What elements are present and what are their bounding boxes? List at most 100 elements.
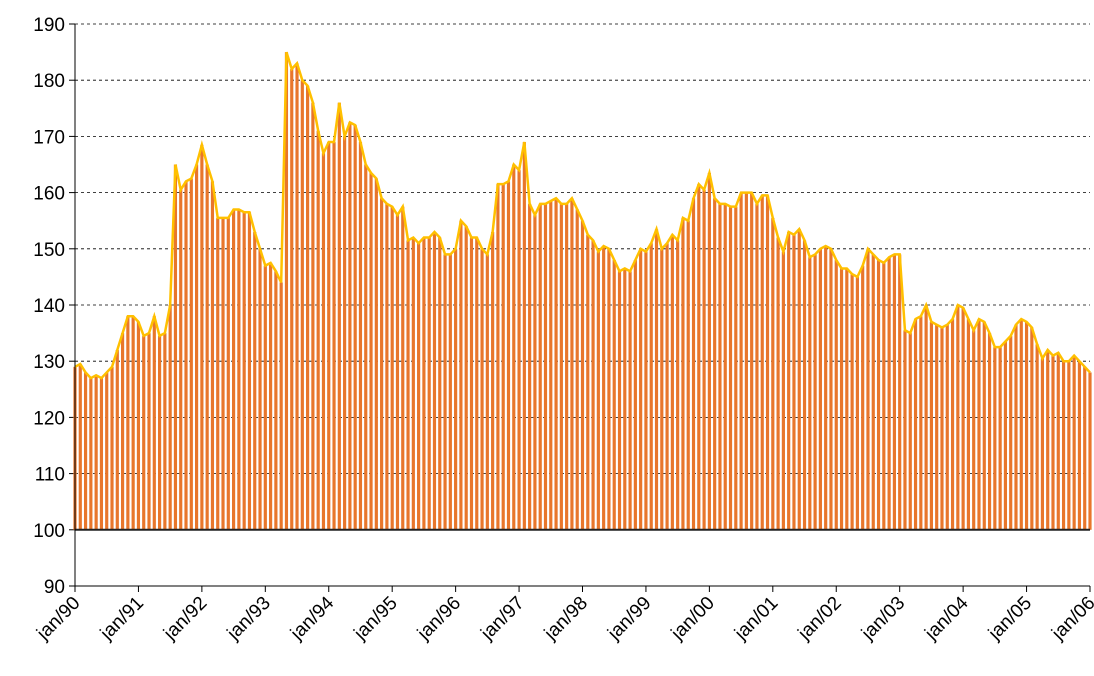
bar <box>945 324 949 530</box>
bar <box>1061 361 1066 530</box>
bar <box>808 257 812 530</box>
bar <box>120 333 125 530</box>
bar <box>1030 327 1034 530</box>
bar <box>105 372 109 530</box>
bar <box>586 234 590 530</box>
bar <box>797 229 801 530</box>
bar <box>290 68 294 530</box>
bar <box>269 262 273 530</box>
x-tick-label: jan/95 <box>350 593 402 645</box>
bar <box>1019 319 1023 530</box>
bar <box>136 321 141 530</box>
bar <box>337 102 341 530</box>
bar <box>802 240 807 530</box>
bar <box>501 184 505 530</box>
bar <box>855 276 859 530</box>
bar <box>1046 349 1050 530</box>
bar <box>929 321 933 530</box>
bar <box>147 333 151 530</box>
bar <box>617 271 622 530</box>
bar <box>173 164 178 530</box>
bar <box>237 209 241 530</box>
line <box>74 51 1091 380</box>
x-tick-label: jan/04 <box>920 592 972 644</box>
bar <box>179 189 183 530</box>
bar <box>152 316 156 530</box>
bar <box>607 248 611 530</box>
bar <box>469 237 474 530</box>
bar <box>321 153 326 530</box>
bar <box>739 192 743 530</box>
bar <box>184 181 188 530</box>
bar <box>327 142 331 530</box>
bar <box>395 215 400 530</box>
bar <box>94 375 98 530</box>
bar <box>380 198 384 530</box>
bar <box>538 203 542 530</box>
bar <box>454 248 458 530</box>
bar <box>506 181 511 530</box>
bar <box>892 254 896 530</box>
bar <box>728 206 733 530</box>
bar <box>522 142 526 530</box>
bar <box>110 366 114 530</box>
bar <box>686 220 690 530</box>
bar <box>824 245 828 530</box>
bar <box>496 184 500 530</box>
bar <box>369 172 373 530</box>
bar <box>485 254 489 530</box>
bar <box>628 271 632 530</box>
bar <box>1040 358 1045 530</box>
bar <box>274 271 278 530</box>
bar <box>1014 324 1018 530</box>
bar <box>660 248 664 530</box>
bar <box>919 316 923 530</box>
bar <box>385 203 389 530</box>
bar <box>559 203 563 530</box>
bar <box>866 248 870 530</box>
x-tick-label: jan/00 <box>667 593 719 645</box>
bar <box>876 260 881 530</box>
bar <box>332 142 336 530</box>
bar <box>913 319 918 530</box>
x-tick-label: jan/03 <box>857 593 909 645</box>
bar <box>491 231 495 530</box>
bar <box>115 349 119 530</box>
bar <box>284 52 289 530</box>
bar <box>570 198 574 530</box>
bar <box>654 229 659 530</box>
bar <box>602 245 606 530</box>
bar <box>871 254 875 530</box>
bar <box>200 144 204 530</box>
bar <box>168 305 172 530</box>
y-tick-label: 120 <box>33 408 65 429</box>
x-tick-label: jan/99 <box>603 593 655 645</box>
bar <box>839 268 844 530</box>
bar <box>448 254 452 530</box>
bar <box>163 333 167 530</box>
bar <box>829 248 833 530</box>
bar <box>676 240 680 530</box>
y-tick-label: 180 <box>33 71 65 92</box>
bar <box>1072 355 1076 530</box>
bar <box>771 217 775 530</box>
bar <box>459 220 463 530</box>
bar <box>306 85 310 530</box>
bar <box>861 265 865 530</box>
bar <box>575 209 579 530</box>
bar <box>1024 321 1029 530</box>
bar <box>670 234 674 530</box>
x-tick-label: jan/96 <box>413 593 465 645</box>
bar <box>813 254 817 530</box>
bar <box>649 243 653 530</box>
x-tick-label: jan/98 <box>540 593 592 645</box>
bar <box>818 248 822 530</box>
bar <box>374 178 378 530</box>
bar <box>591 240 595 530</box>
bar <box>950 319 955 530</box>
bar <box>279 282 283 530</box>
bar <box>580 220 585 530</box>
bar <box>221 217 225 530</box>
bar <box>443 254 447 530</box>
